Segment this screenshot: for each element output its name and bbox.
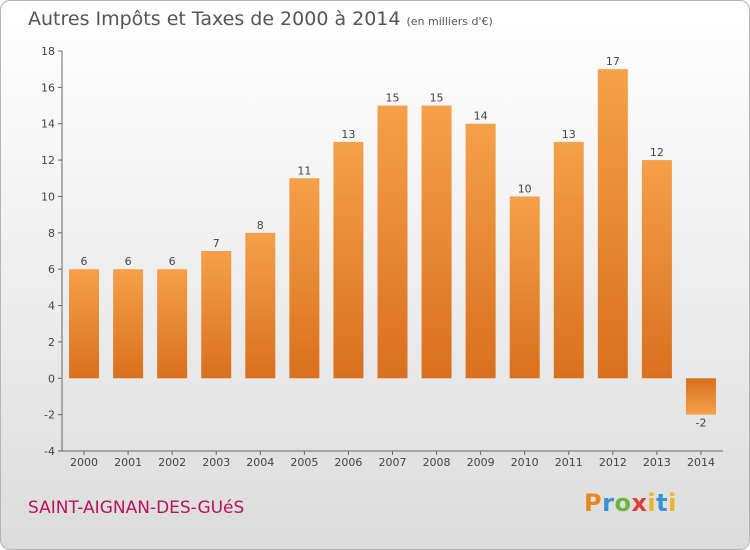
x-tick-label: 2013 [643,456,671,469]
y-tick-label: 10 [41,190,55,203]
x-tick-label: 2012 [599,456,627,469]
data-label: 14 [474,110,488,123]
bar [421,105,452,379]
data-label: 15 [386,92,400,105]
proxiti-logo: Proxiti [584,489,677,517]
x-tick-label: 2001 [114,456,142,469]
data-label: 11 [297,164,311,177]
data-label: 6 [125,255,132,268]
bar [333,141,364,379]
x-tick-label: 2002 [158,456,186,469]
y-tick-label: 0 [48,372,55,385]
x-tick-label: 2014 [687,456,715,469]
data-label: 6 [81,255,88,268]
y-tick-label: 18 [41,45,55,58]
x-tick-label: 2011 [555,456,583,469]
x-tick-label: 2010 [511,456,539,469]
logo-letter: P [584,489,603,517]
bar [289,178,320,379]
y-tick-label: 14 [41,118,55,131]
y-tick-label: 12 [41,154,55,167]
y-tick-label: 4 [48,300,55,313]
bar [377,105,408,379]
bar [685,378,716,415]
data-label: 12 [650,146,664,159]
y-tick-label: -4 [44,445,55,458]
data-label: 8 [257,219,264,232]
y-tick-label: 2 [48,336,55,349]
bar [465,123,496,379]
chart-title-text: Autres Impôts et Taxes de 2000 à 2014 [28,8,401,30]
chart-unit: (en milliers d'€) [406,15,493,28]
data-label: 13 [562,128,576,141]
x-tick-label: 2000 [70,456,98,469]
data-label: 17 [606,55,620,68]
y-tick-label: 6 [48,263,55,276]
bar [113,269,144,379]
logo-letter: t [656,489,669,517]
x-tick-label: 2005 [290,456,318,469]
y-tick-label: 8 [48,227,55,240]
x-tick-label: 2006 [334,456,362,469]
x-tick-label: 2003 [202,456,230,469]
x-tick-label: 2008 [423,456,451,469]
logo-letter: r [602,489,615,517]
bar [597,69,628,379]
x-tick-label: 2004 [246,456,274,469]
chart-title: Autres Impôts et Taxes de 2000 à 2014 (en… [28,8,493,30]
logo-letter: o [614,489,632,517]
data-label: 10 [518,182,532,195]
bar [553,141,584,379]
data-label: 13 [341,128,355,141]
data-label: 6 [169,255,176,268]
logo-letter: i [668,489,677,517]
y-tick-label: 16 [41,81,55,94]
y-tick-label: -2 [44,409,55,422]
data-label: -2 [695,417,706,430]
data-label: 7 [213,237,220,250]
commune-name: SAINT-AIGNAN-DES-GUéS [28,498,245,518]
bar [157,269,188,379]
bar [641,160,672,379]
bar [245,232,276,379]
data-label: 15 [430,92,444,105]
x-tick-label: 2007 [379,456,407,469]
bar [201,251,232,379]
x-tick-label: 2009 [467,456,495,469]
logo-letter: x [631,489,648,517]
bar [509,196,540,379]
bar [69,269,100,379]
logo-letter: i [647,489,657,517]
